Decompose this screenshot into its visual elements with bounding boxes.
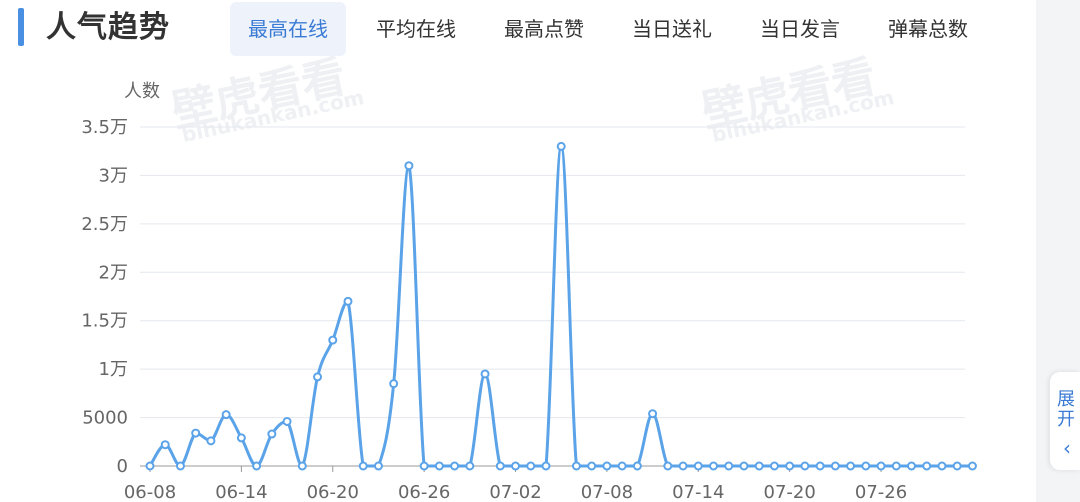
chevron-left-icon: ‹ xyxy=(1063,436,1071,460)
data-point[interactable] xyxy=(800,461,810,471)
data-point[interactable] xyxy=(602,461,612,471)
data-point[interactable] xyxy=(846,461,856,471)
data-point[interactable] xyxy=(343,296,353,306)
y-tick-label: 2.5万 xyxy=(81,214,128,235)
x-tick-label: 06-20 xyxy=(307,482,359,502)
y-axis-ticks: 0 5000 1万 1.5万 2万 2.5万 3万 3.5万 xyxy=(81,117,128,477)
data-point[interactable] xyxy=(236,433,246,443)
tab-daily-gifts[interactable]: 当日送礼 xyxy=(632,17,712,41)
data-point[interactable] xyxy=(922,461,932,471)
data-point[interactable] xyxy=(419,461,429,471)
data-point[interactable] xyxy=(709,461,719,471)
data-point[interactable] xyxy=(830,461,840,471)
data-point[interactable] xyxy=(450,461,460,471)
data-point[interactable] xyxy=(769,461,779,471)
x-tick-label: 06-08 xyxy=(124,482,176,502)
data-point[interactable] xyxy=(967,461,977,471)
data-point[interactable] xyxy=(648,409,658,419)
x-axis: 06-08 06-14 06-20 06-26 07-02 07-08 07-14 07-20… xyxy=(124,466,907,502)
data-point[interactable] xyxy=(541,461,551,471)
y-tick-label: 3.5万 xyxy=(81,117,128,138)
x-tick-label: 07-20 xyxy=(764,482,816,502)
data-point[interactable] xyxy=(267,429,277,439)
data-point[interactable] xyxy=(313,372,323,382)
section-title: 人气趋势 xyxy=(46,10,170,45)
data-point[interactable] xyxy=(876,461,886,471)
y-tick-label: 1.5万 xyxy=(81,311,128,332)
y-tick-label: 1万 xyxy=(99,359,128,380)
data-point[interactable] xyxy=(145,461,155,471)
data-point[interactable] xyxy=(297,461,307,471)
data-point[interactable] xyxy=(693,461,703,471)
data-point[interactable] xyxy=(358,461,368,471)
tab-max-likes[interactable]: 最高点赞 xyxy=(504,17,584,41)
data-point[interactable] xyxy=(632,461,642,471)
grid-lines xyxy=(140,126,965,467)
data-point[interactable] xyxy=(175,461,185,471)
data-point[interactable] xyxy=(571,461,581,471)
tab-daily-speech[interactable]: 当日发言 xyxy=(760,17,840,41)
data-point[interactable] xyxy=(785,461,795,471)
data-point[interactable] xyxy=(815,461,825,471)
data-point[interactable] xyxy=(191,428,201,438)
data-point[interactable] xyxy=(511,461,521,471)
x-tick-label: 07-14 xyxy=(672,482,724,502)
title-accent-bar xyxy=(18,8,24,46)
x-tick-label: 07-02 xyxy=(489,482,541,502)
x-tick-label: 07-26 xyxy=(855,482,907,502)
y-axis-label: 人数 xyxy=(124,81,160,102)
data-point[interactable] xyxy=(373,461,383,471)
data-point[interactable] xyxy=(221,410,231,420)
data-point[interactable] xyxy=(587,461,597,471)
y-tick-label: 2万 xyxy=(99,262,128,283)
data-point[interactable] xyxy=(389,379,399,389)
expand-panel-button[interactable]: 展开 ‹ xyxy=(1050,372,1080,470)
x-tick-label: 07-08 xyxy=(581,482,633,502)
y-tick-label: 0 xyxy=(117,456,128,477)
metric-tabs: 最高在线 平均在线 最高点赞 当日送礼 当日发言 弹幕总数 xyxy=(230,2,998,56)
data-point[interactable] xyxy=(678,461,688,471)
data-point[interactable] xyxy=(861,461,871,471)
data-point[interactable] xyxy=(495,461,505,471)
data-point[interactable] xyxy=(891,461,901,471)
data-point[interactable] xyxy=(556,141,566,151)
x-tick-label: 06-26 xyxy=(398,482,450,502)
data-point[interactable] xyxy=(526,461,536,471)
tab-max-online[interactable]: 最高在线 xyxy=(230,2,346,56)
data-point[interactable] xyxy=(404,161,414,171)
data-point[interactable] xyxy=(328,335,338,345)
data-point[interactable] xyxy=(739,461,749,471)
data-point[interactable] xyxy=(724,461,734,471)
tab-avg-online[interactable]: 平均在线 xyxy=(376,17,456,41)
y-tick-label: 3万 xyxy=(99,165,128,186)
data-point[interactable] xyxy=(663,461,673,471)
expand-button-label: 展开 xyxy=(1057,389,1075,430)
x-tick-label: 06-14 xyxy=(215,482,267,502)
tab-danmaku-total[interactable]: 弹幕总数 xyxy=(888,17,968,41)
data-point[interactable] xyxy=(434,461,444,471)
data-point[interactable] xyxy=(206,436,216,446)
data-point[interactable] xyxy=(907,461,916,471)
data-point[interactable] xyxy=(160,440,170,450)
data-point[interactable] xyxy=(480,369,490,379)
y-tick-label: 5000 xyxy=(82,408,128,429)
data-point[interactable] xyxy=(282,416,292,426)
data-point[interactable] xyxy=(937,461,947,471)
data-point[interactable] xyxy=(952,461,962,471)
series-points xyxy=(145,141,977,471)
data-point[interactable] xyxy=(754,461,764,471)
data-point[interactable] xyxy=(617,461,627,471)
data-point[interactable] xyxy=(252,461,262,471)
data-point[interactable] xyxy=(465,461,475,471)
